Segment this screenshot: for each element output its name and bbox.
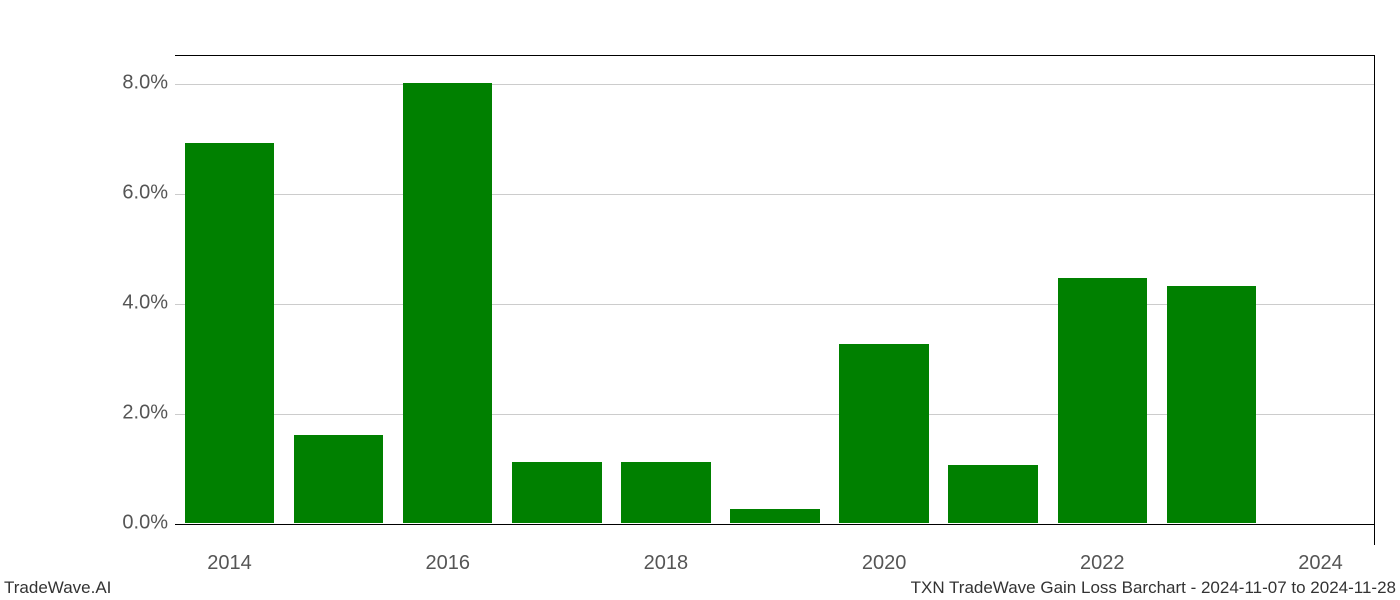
plot-area (175, 55, 1375, 545)
y-tick-label: 8.0% (122, 71, 168, 94)
bar (512, 462, 601, 523)
x-tick-label: 2020 (862, 552, 907, 575)
x-tick-label: 2016 (425, 552, 470, 575)
y-tick-label: 4.0% (122, 291, 168, 314)
footer-right-text: TXN TradeWave Gain Loss Barchart - 2024-… (911, 578, 1396, 598)
x-tick-label: 2024 (1298, 552, 1343, 575)
x-tick-label: 2022 (1080, 552, 1125, 575)
x-tick-label: 2014 (207, 552, 252, 575)
gridline (175, 194, 1374, 195)
bar (1167, 286, 1256, 523)
chart-container: TradeWave.AI TXN TradeWave Gain Loss Bar… (0, 0, 1400, 600)
bar (621, 462, 710, 523)
bar (839, 344, 928, 523)
bar (948, 465, 1037, 523)
bar (294, 435, 383, 523)
y-tick-label: 0.0% (122, 511, 168, 534)
zero-line (175, 524, 1374, 525)
gridline (175, 84, 1374, 85)
y-tick-label: 2.0% (122, 401, 168, 424)
bar (403, 83, 492, 523)
x-tick-label: 2018 (644, 552, 689, 575)
footer-left-text: TradeWave.AI (4, 578, 111, 598)
bar (185, 143, 274, 523)
bar (730, 509, 819, 523)
y-tick-label: 6.0% (122, 181, 168, 204)
plot (175, 56, 1374, 545)
bar (1058, 278, 1147, 523)
